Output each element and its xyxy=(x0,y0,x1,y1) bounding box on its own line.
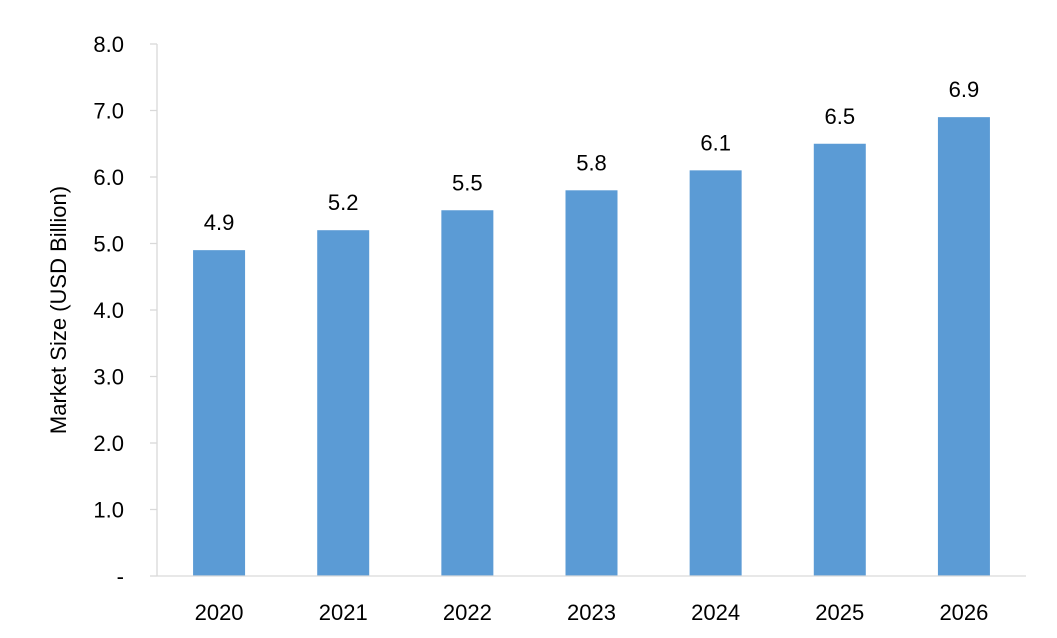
y-tick-label: 4.0 xyxy=(93,298,124,323)
data-label-2026: 6.9 xyxy=(949,77,980,102)
x-tick-label-2025: 2025 xyxy=(815,600,864,625)
data-labels-group: 4.9 5.2 5.5 5.8 6.1 6.5 6.9 xyxy=(204,77,979,235)
bar-2026 xyxy=(937,117,990,577)
x-tick-label-2022: 2022 xyxy=(443,600,492,625)
y-tick-label: - xyxy=(117,564,124,589)
y-ticks-group: - 1.0 2.0 3.0 4.0 5.0 6.0 7.0 8.0 xyxy=(93,32,157,589)
data-label-2023: 5.8 xyxy=(576,150,607,175)
bar-2025 xyxy=(813,143,866,576)
x-tick-label-2020: 2020 xyxy=(195,600,244,625)
y-tick-label: 3.0 xyxy=(93,365,124,390)
y-tick-label: 6.0 xyxy=(93,165,124,190)
bars-group xyxy=(193,117,990,577)
data-label-2020: 4.9 xyxy=(204,210,235,235)
x-tick-label-2026: 2026 xyxy=(939,600,988,625)
data-label-2024: 6.1 xyxy=(700,130,731,155)
y-tick-label: 7.0 xyxy=(93,99,124,124)
x-tick-label-2024: 2024 xyxy=(691,600,740,625)
bar-2024 xyxy=(689,170,742,576)
y-tick-label: 8.0 xyxy=(93,32,124,57)
bar-2022 xyxy=(441,210,494,576)
y-tick-label: 1.0 xyxy=(93,498,124,523)
y-tick-label: 5.0 xyxy=(93,232,124,257)
y-axis-title: Market Size (USD Billion) xyxy=(46,186,71,434)
data-label-2022: 5.5 xyxy=(452,170,483,195)
x-tick-label-2023: 2023 xyxy=(567,600,616,625)
x-ticks-group: 2020 2021 2022 2023 2024 2025 2026 xyxy=(195,600,989,625)
bar-2023 xyxy=(565,190,618,577)
bar-2020 xyxy=(193,250,246,576)
y-tick-label: 2.0 xyxy=(93,431,124,456)
bar-2021 xyxy=(317,230,370,576)
x-tick-label-2021: 2021 xyxy=(319,600,368,625)
data-label-2021: 5.2 xyxy=(328,190,359,215)
data-label-2025: 6.5 xyxy=(824,104,855,129)
